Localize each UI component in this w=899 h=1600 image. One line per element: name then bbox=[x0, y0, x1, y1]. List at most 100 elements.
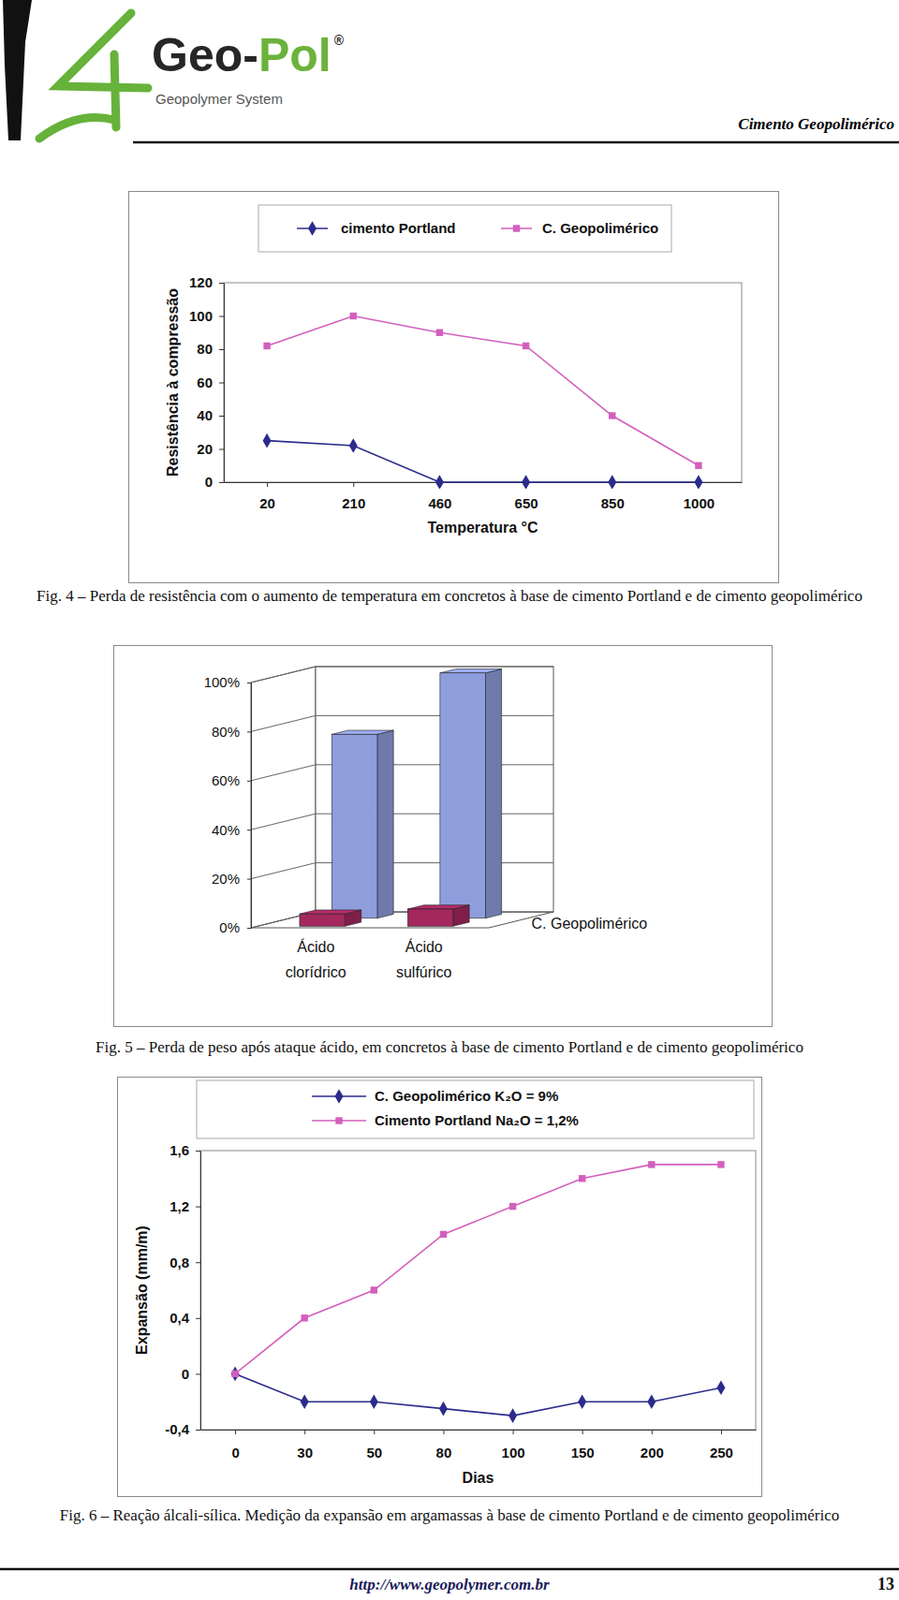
legend: C. Geopolimérico K₂O = 9%Cimento Portlan… bbox=[196, 1080, 754, 1139]
y-tick-mark bbox=[195, 1150, 201, 1152]
running-title: Cimento Geopolimérico bbox=[737, 115, 895, 133]
footer-url: http://www.geopolymer.com.br bbox=[349, 1576, 550, 1594]
series-line bbox=[235, 1164, 722, 1375]
x-axis-title: Dias bbox=[462, 1470, 495, 1487]
caption: Fig. 4 – Perda de resistência com o aume… bbox=[9, 586, 890, 606]
bar bbox=[299, 910, 362, 927]
y-tick-label: 0,8 bbox=[169, 1254, 190, 1271]
logo-text: Geo-Pol® bbox=[151, 29, 345, 82]
series-line bbox=[235, 1373, 722, 1416]
y-tick-label: 100% bbox=[204, 674, 240, 691]
bar-face bbox=[331, 734, 377, 919]
bar bbox=[407, 905, 470, 928]
x-tick-mark bbox=[721, 1429, 723, 1435]
bar-top bbox=[331, 730, 394, 735]
y-tick: 40 bbox=[196, 407, 224, 424]
x-tick: 20 bbox=[259, 482, 276, 512]
marker bbox=[693, 474, 703, 489]
x-tick-mark bbox=[304, 1429, 306, 1435]
axis: 0%20%40%60%80%100% bbox=[204, 674, 252, 936]
x-tick-label: 210 bbox=[341, 495, 366, 512]
marker bbox=[436, 329, 443, 337]
marker bbox=[231, 1370, 238, 1378]
marker bbox=[435, 474, 444, 489]
marker bbox=[440, 1231, 447, 1238]
x-tick-label: 650 bbox=[515, 495, 539, 512]
y-tick-label: -0,4 bbox=[164, 1421, 191, 1438]
legend-label: cimento Portland bbox=[340, 220, 457, 236]
x-tick-label: 100 bbox=[501, 1444, 526, 1461]
x-tick-label: 50 bbox=[366, 1444, 383, 1461]
y-tick-label: 20% bbox=[211, 870, 240, 887]
y-axis-title: Expansão (mm/m) bbox=[133, 1225, 150, 1356]
marker bbox=[349, 438, 358, 454]
plot-frame bbox=[223, 282, 742, 483]
axis-line bbox=[201, 1429, 757, 1431]
footer-rule bbox=[0, 1568, 899, 1572]
marker bbox=[263, 342, 270, 350]
y-tick: 80 bbox=[196, 340, 224, 357]
grid-line bbox=[250, 813, 316, 830]
marker bbox=[509, 1203, 516, 1210]
y-tick-label: 80% bbox=[211, 723, 240, 740]
x-tick-mark bbox=[513, 1429, 515, 1435]
logo-part: ® bbox=[334, 32, 345, 48]
marker bbox=[578, 1175, 586, 1182]
y-tick-label: 0% bbox=[219, 919, 240, 936]
caption: Fig. 5 – Perda de peso após ataque ácido… bbox=[9, 1037, 890, 1058]
axis-line bbox=[200, 1151, 202, 1431]
axis-line bbox=[250, 683, 252, 929]
y-tick-label: 0 bbox=[181, 1366, 190, 1383]
y-tick: 1,2 bbox=[169, 1198, 201, 1215]
x-tick-label: 80 bbox=[436, 1444, 453, 1461]
marker bbox=[300, 1314, 308, 1322]
y-tick: 0% bbox=[219, 919, 251, 936]
x-tick-label: 250 bbox=[709, 1444, 734, 1461]
x-tick: 50 bbox=[366, 1429, 383, 1461]
y-tick-mark bbox=[219, 383, 224, 384]
x-tick: 200 bbox=[640, 1429, 664, 1461]
line-chart: -0,400,40,81,21,60305080100150200250C. G… bbox=[117, 1076, 763, 1498]
x-tick-mark bbox=[651, 1429, 653, 1435]
marker bbox=[717, 1161, 724, 1168]
x-tick-mark bbox=[442, 1429, 444, 1435]
y-tick-mark bbox=[219, 415, 224, 417]
marker bbox=[607, 474, 617, 489]
logo-mark bbox=[39, 13, 148, 139]
x-tick-label: 1000 bbox=[683, 495, 715, 512]
page-number: 13 bbox=[877, 1575, 895, 1594]
x-tick-label: 150 bbox=[571, 1444, 595, 1461]
marker bbox=[521, 474, 531, 489]
plot-data bbox=[231, 1161, 726, 1424]
depth-label: C. Geopolimérico bbox=[531, 915, 649, 932]
y-tick: 60% bbox=[211, 772, 251, 789]
logo-brush bbox=[2, 0, 32, 141]
y-tick-mark bbox=[195, 1318, 201, 1320]
grid-line bbox=[250, 765, 316, 782]
logo-part: Geo- bbox=[151, 29, 259, 82]
y-tick-mark bbox=[247, 928, 251, 929]
y-tick: 60 bbox=[196, 374, 224, 391]
walls bbox=[250, 666, 554, 929]
page: Geo-Pol®Geopolymer SystemCimento Geopoli… bbox=[0, 0, 899, 1600]
grid-line bbox=[315, 666, 554, 668]
y-tick-label: 60 bbox=[196, 374, 213, 391]
y-tick: 100 bbox=[189, 308, 224, 325]
y-tick-mark bbox=[219, 282, 224, 284]
y-tick-mark bbox=[247, 781, 251, 782]
legend-marker bbox=[335, 1117, 342, 1124]
x-tick: 30 bbox=[296, 1429, 313, 1461]
plot-frame bbox=[200, 1150, 756, 1430]
x-tick: 210 bbox=[341, 482, 366, 512]
y-tick-mark bbox=[247, 879, 251, 881]
marker bbox=[648, 1161, 655, 1168]
marker bbox=[608, 412, 616, 419]
y-tick-label: 100 bbox=[189, 308, 213, 325]
y-tick-mark bbox=[219, 449, 224, 451]
logo-part: Pol bbox=[258, 29, 332, 82]
y-tick: 1,6 bbox=[169, 1142, 201, 1159]
legend-label: C. Geopolimérico bbox=[542, 220, 659, 236]
grid-line bbox=[250, 666, 316, 683]
y-tick-label: 60% bbox=[211, 772, 240, 789]
y-tick-label: 120 bbox=[189, 274, 213, 291]
